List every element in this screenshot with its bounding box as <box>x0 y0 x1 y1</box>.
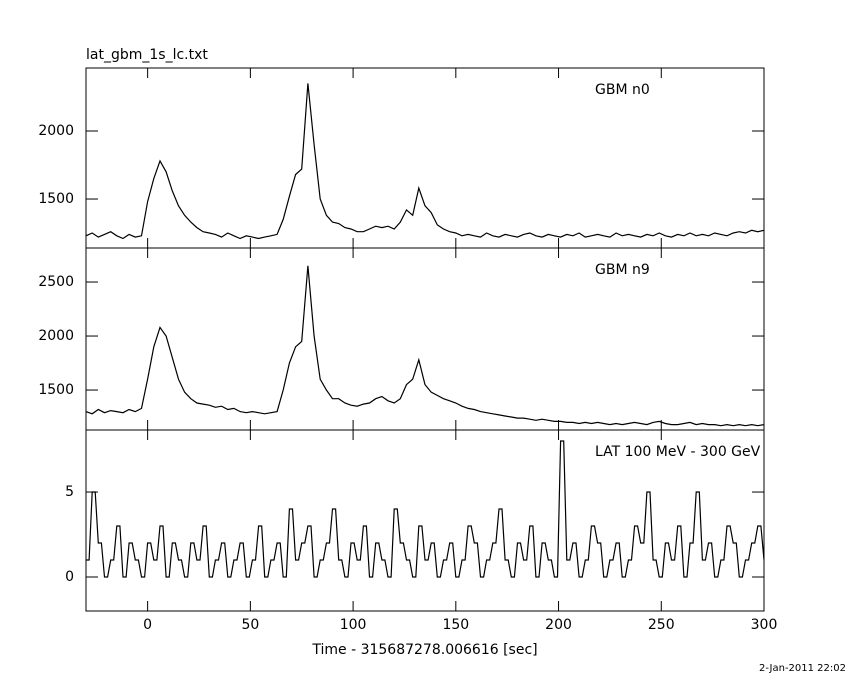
y-tick-label: 2500 <box>38 274 74 290</box>
plot-frame <box>85 429 765 612</box>
y-tick-label: 2000 <box>38 328 74 344</box>
chart-title: lat_gbm_1s_lc.txt <box>86 47 208 63</box>
light-curve <box>86 440 764 578</box>
x-axis-title: Time - 315687278.006616 [sec] <box>311 642 537 658</box>
light-curve <box>86 83 764 240</box>
x-tick-label: 250 <box>648 617 675 633</box>
x-tick-label: 100 <box>340 617 367 633</box>
x-tick-label: 200 <box>545 617 572 633</box>
x-tick-label: 50 <box>241 617 259 633</box>
panel-label: GBM n0 <box>595 82 650 98</box>
x-tick-label: 300 <box>751 617 778 633</box>
y-tick-label: 1500 <box>38 191 74 207</box>
y-tick-label: 5 <box>65 484 74 500</box>
y-tick-label: 0 <box>65 569 74 585</box>
footer: 2-Jan-2011 22:02 <box>759 663 846 674</box>
x-tick-label: 0 <box>143 617 152 633</box>
panel-label: LAT 100 MeV - 300 GeV <box>595 444 761 460</box>
panel-label: GBM n9 <box>595 262 650 278</box>
y-tick-label: 2000 <box>38 123 74 139</box>
x-tick-label: 150 <box>442 617 469 633</box>
y-tick-label: 1500 <box>38 382 74 398</box>
light-curve <box>86 265 764 427</box>
